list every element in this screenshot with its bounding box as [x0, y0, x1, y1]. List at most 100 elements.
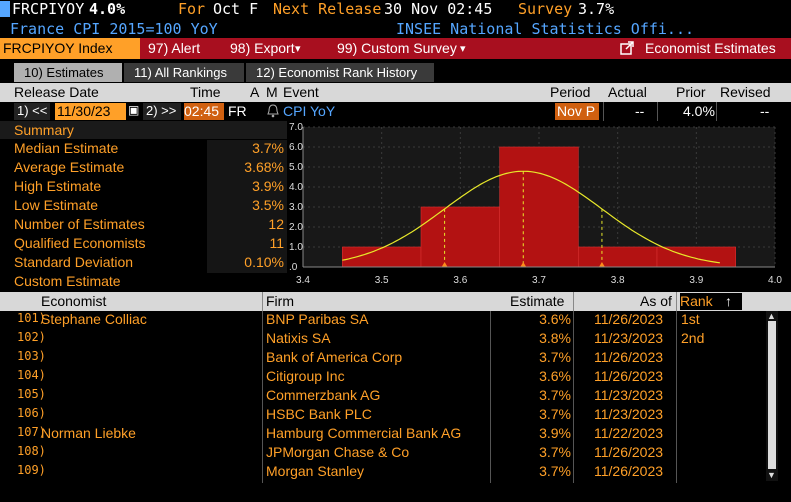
col-a[interactable]: A: [250, 84, 260, 100]
firm-name[interactable]: JPMorgan Chase & Co: [266, 444, 410, 460]
as-of-date: 11/23/2023: [594, 406, 664, 422]
firm-name[interactable]: BNP Paribas SA: [266, 311, 369, 327]
histogram-bar[interactable]: [578, 246, 658, 268]
col-estimate[interactable]: Estimate: [510, 293, 565, 309]
table-row[interactable]: 106) HSBC Bank PLC 3.7% 11/23/2023: [0, 406, 766, 425]
custom-survey-dropdown-icon[interactable]: ▾: [460, 43, 466, 55]
firm-name[interactable]: Bank of America Corp: [266, 349, 403, 365]
row-index: 108): [17, 444, 46, 458]
summary-label: High Estimate: [14, 178, 102, 194]
summary-label: Standard Deviation: [14, 254, 134, 270]
header-marker: [0, 1, 10, 17]
col-prior[interactable]: Prior: [676, 84, 706, 100]
col-event[interactable]: Event: [283, 84, 319, 100]
as-of-date: 11/26/2023: [594, 463, 664, 479]
col-rank[interactable]: Rank ↑: [680, 293, 742, 310]
histogram-bar[interactable]: [420, 206, 500, 268]
firm-name[interactable]: Citigroup Inc: [266, 368, 345, 384]
survey-label: Survey: [518, 0, 573, 18]
tab-economist-rank-history[interactable]: 12) Economist Rank History: [246, 63, 434, 82]
external-link-icon[interactable]: [620, 41, 634, 58]
col-as-of[interactable]: As of: [640, 293, 672, 309]
ticker-box[interactable]: FRCPIYOY Index: [0, 38, 140, 59]
y-tick-label: .0: [289, 262, 298, 273]
col-period[interactable]: Period: [550, 84, 591, 100]
x-tick-label: 3.4: [296, 275, 310, 286]
summary-panel: Summary Median Estimate 3.7% Average Esti…: [0, 121, 287, 289]
table-scrollbar[interactable]: ▲ ▼: [766, 311, 778, 481]
summary-value: 3.7%: [252, 140, 284, 156]
as-of-date: 11/23/2023: [594, 330, 664, 346]
release-time: 02:45: [184, 103, 224, 120]
table-row[interactable]: 101) Stephane Colliac BNP Paribas SA 3.6% 11…: [0, 311, 766, 330]
table-row[interactable]: 105) Commerzbank AG 3.7% 11/23/2023: [0, 387, 766, 406]
col-actual[interactable]: Actual: [608, 84, 647, 100]
x-tick-label: 3.9: [689, 275, 703, 286]
as-of-date: 11/26/2023: [594, 311, 664, 327]
col-firm[interactable]: Firm: [266, 293, 294, 309]
summary-row[interactable]: Custom Estimate: [0, 273, 287, 292]
summary-title-bar: Summary: [0, 121, 287, 139]
custom-survey-button[interactable]: 99) Custom Survey: [337, 40, 457, 56]
table-row[interactable]: 108) JPMorgan Chase & Co 3.7% 11/26/2023: [0, 444, 766, 463]
event-row: 1) << 11/30/23 ▣ 2) >> 02:45 FR CPI YoY …: [0, 102, 791, 121]
for-label: For: [178, 0, 206, 18]
firm-name[interactable]: Hamburg Commercial Bank AG: [266, 425, 462, 441]
prev-release-button[interactable]: 1) <<: [14, 103, 50, 120]
economist-name[interactable]: Norman Liebke: [41, 425, 136, 441]
firm-name[interactable]: Commerzbank AG: [266, 387, 381, 403]
for-value: Oct F: [213, 0, 259, 18]
calendar-icon[interactable]: ▣: [128, 103, 140, 117]
period-value: Nov P: [557, 103, 596, 119]
alert-button[interactable]: 97) Alert: [148, 40, 201, 56]
sort-ascending-icon[interactable]: ↑: [725, 293, 732, 309]
export-button[interactable]: 98) Export: [230, 40, 295, 56]
table-row[interactable]: 109) Morgan Stanley 3.7% 11/26/2023: [0, 463, 766, 482]
row-index: 101): [17, 311, 46, 325]
histogram-bar[interactable]: [499, 146, 579, 268]
marker-triangle: [520, 262, 527, 267]
col-release-date[interactable]: Release Date: [14, 84, 99, 100]
export-dropdown-icon[interactable]: ▾: [295, 43, 301, 55]
table-row[interactable]: 107) Norman Liebke Hamburg Commercial Bank…: [0, 425, 766, 444]
firm-name[interactable]: Natixis SA: [266, 330, 331, 346]
economist-estimates-button[interactable]: Economist Estimates: [645, 40, 776, 56]
col-economist[interactable]: Economist: [41, 293, 107, 309]
scroll-up-icon[interactable]: ▲: [767, 311, 776, 321]
period-value-box: Nov P: [555, 103, 599, 120]
scrollbar-thumb[interactable]: [768, 321, 776, 469]
firm-name[interactable]: HSBC Bank PLC: [266, 406, 372, 422]
ticker-box-label: FRCPIYOY Index: [3, 40, 113, 56]
firm-name[interactable]: Morgan Stanley: [266, 463, 365, 479]
economist-name[interactable]: Stephane Colliac: [41, 311, 147, 327]
table-row[interactable]: 103) Bank of America Corp 3.7% 11/26/2023: [0, 349, 766, 368]
scroll-down-icon[interactable]: ▼: [767, 470, 776, 480]
marker-triangle: [441, 262, 448, 267]
table-row[interactable]: 102) Natixis SA 3.8% 11/23/2023 2nd: [0, 330, 766, 349]
tab-estimates-label: 10) Estimates: [24, 65, 104, 80]
release-date-input[interactable]: 11/30/23: [55, 103, 126, 120]
menu-bar: FRCPIYOY Index 97) Alert 98) Export ▾ 99…: [0, 38, 791, 59]
divider: [657, 102, 658, 121]
next-release-btn-label: 2) >>: [146, 103, 177, 118]
divider: [262, 311, 263, 483]
next-release-button[interactable]: 2) >>: [143, 103, 181, 120]
divider: [676, 292, 677, 311]
divider: [490, 311, 491, 483]
release-date-value: 11/30/23: [57, 103, 111, 119]
divider: [676, 311, 677, 483]
marker-triangle: [598, 262, 605, 267]
custom-estimate-label: Custom Estimate: [14, 273, 121, 289]
summary-row: Standard Deviation 0.10%: [0, 254, 287, 273]
alert-bell-icon[interactable]: [267, 104, 279, 121]
table-row[interactable]: 104) Citigroup Inc 3.6% 11/26/2023: [0, 368, 766, 387]
tab-estimates[interactable]: 10) Estimates: [14, 63, 122, 82]
row-index: 109): [17, 463, 46, 477]
col-revised[interactable]: Revised: [720, 84, 771, 100]
col-m[interactable]: M: [266, 84, 278, 100]
tab-all-rankings[interactable]: 11) All Rankings: [124, 63, 244, 82]
summary-value: 0.10%: [244, 254, 284, 270]
col-time[interactable]: Time: [190, 84, 221, 100]
event-name[interactable]: CPI YoY: [283, 103, 336, 119]
source-text: INSEE National Statistics Offi...: [396, 20, 695, 38]
